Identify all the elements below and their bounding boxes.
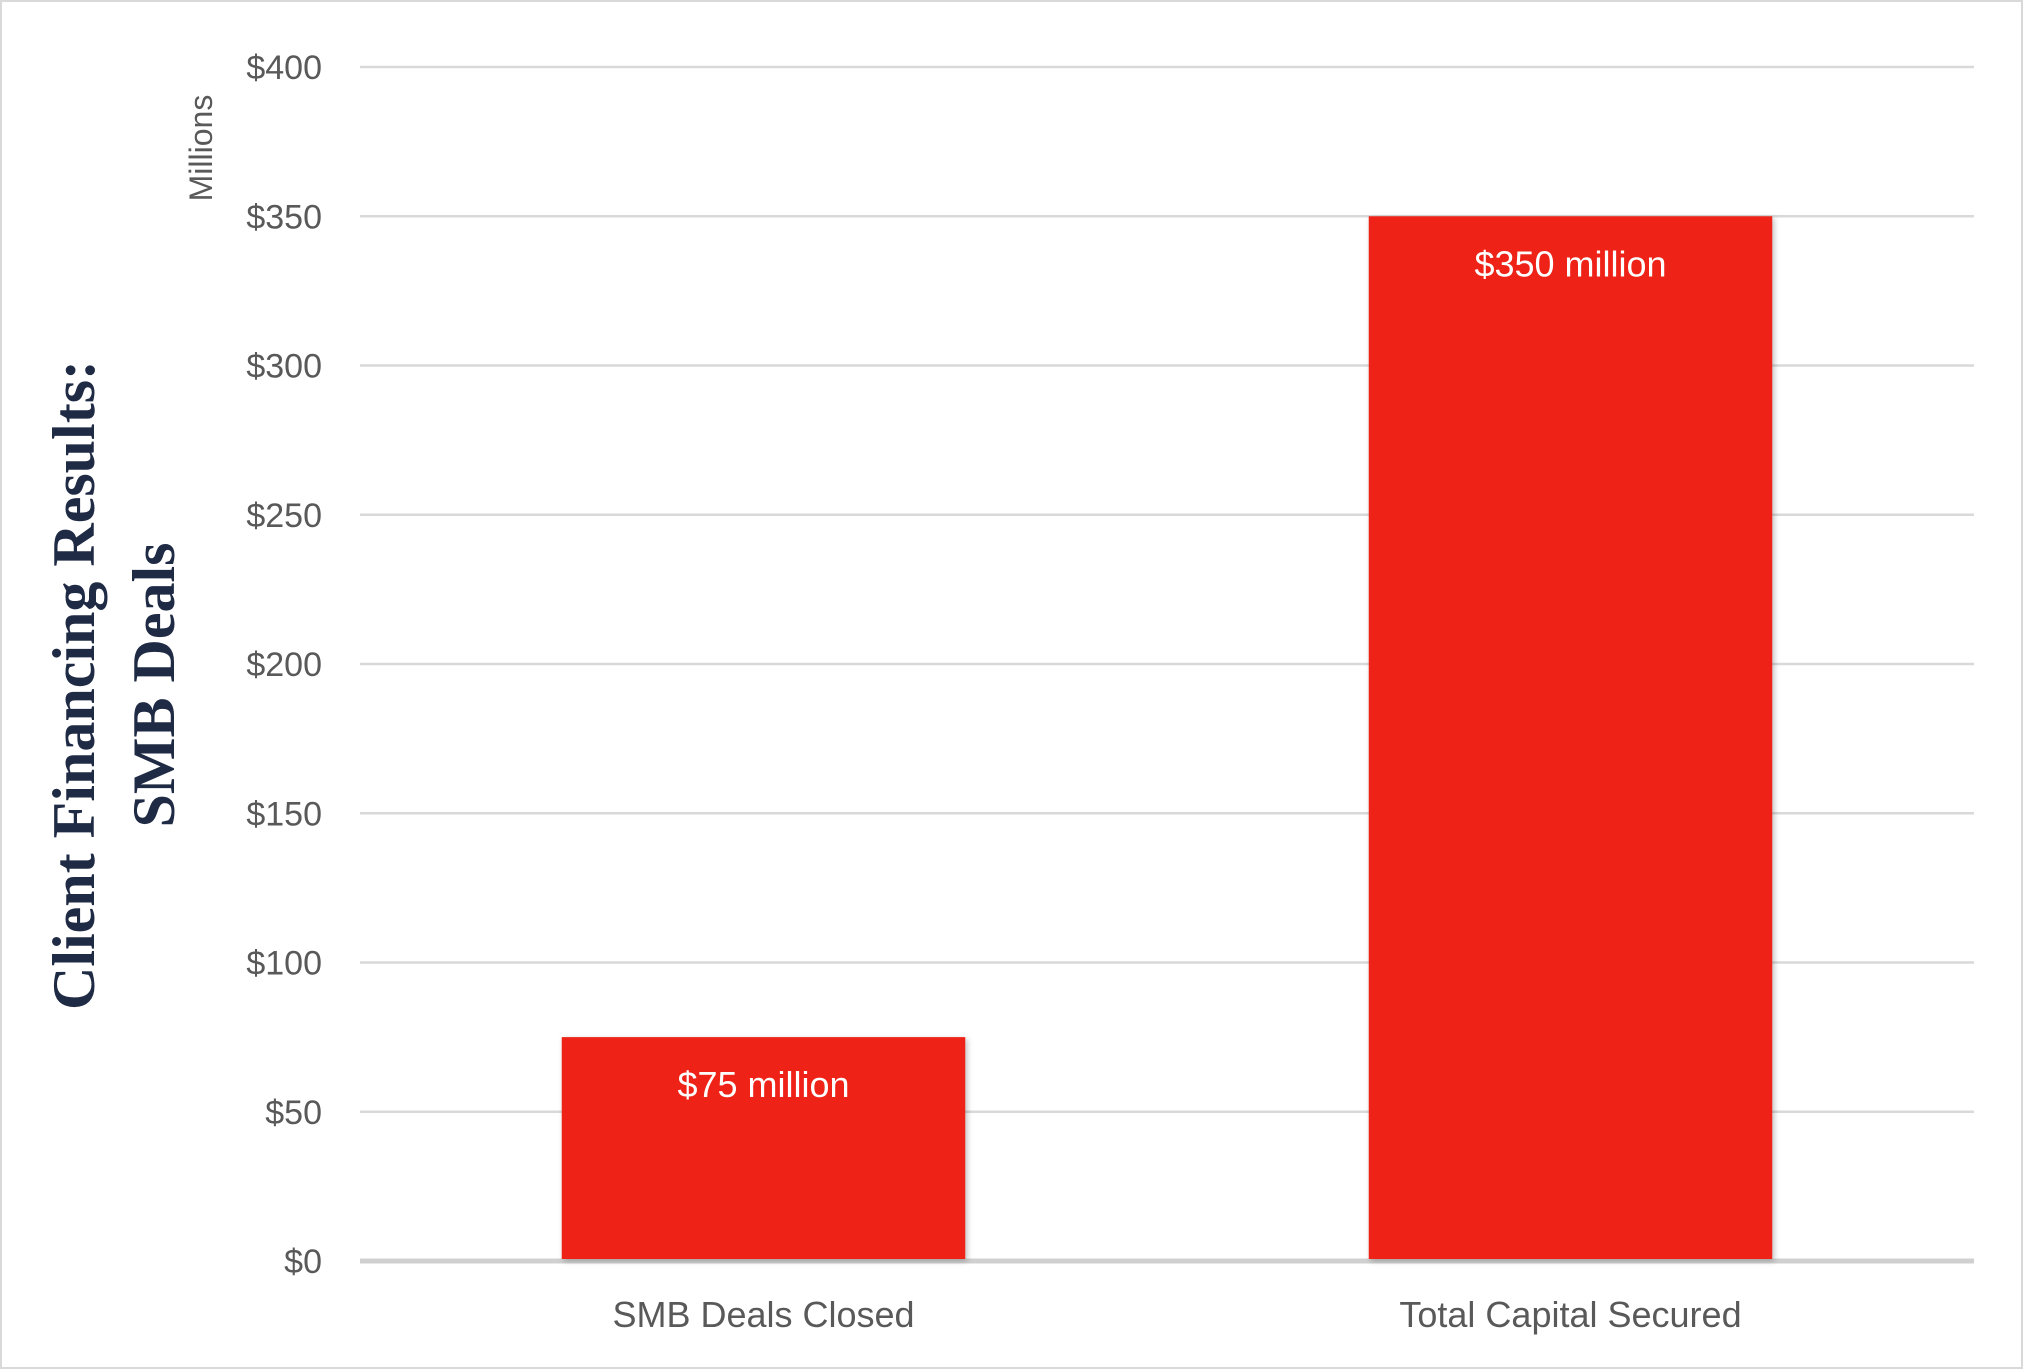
chart-title-line-2: SMB Deals <box>121 543 187 828</box>
chart-title-line-1: Client Financing Results: <box>41 360 107 1010</box>
y-axis-ticks: $0 $50 $100 $150 $200 $250 $300 $350 $400 <box>246 49 322 1281</box>
chart-title: Client Financing Results: SMB Deals <box>41 360 187 1010</box>
x-axis-categories: SMB Deals Closed Total Capital Secured <box>612 1294 1741 1335</box>
data-labels: $75 million $350 million <box>677 243 1666 1105</box>
x-category-label: SMB Deals Closed <box>612 1294 914 1335</box>
y-tick-label: $250 <box>246 497 322 535</box>
y-tick-label: $350 <box>246 198 322 236</box>
bars <box>561 216 1773 1259</box>
y-tick-label: $300 <box>246 348 322 386</box>
y-tick-label: $100 <box>246 945 322 983</box>
display-unit-label: Millions <box>183 95 219 202</box>
y-tick-label: $50 <box>265 1094 322 1132</box>
y-tick-label: $200 <box>246 646 322 684</box>
y-tick-label: $150 <box>246 795 322 833</box>
y-tick-label: $0 <box>284 1243 322 1281</box>
data-label: $350 million <box>1474 243 1666 284</box>
bar-2 <box>1368 216 1773 1259</box>
y-tick-label: $400 <box>246 49 322 87</box>
x-category-label: Total Capital Secured <box>1399 1294 1741 1335</box>
data-label: $75 million <box>677 1064 849 1105</box>
bar-1 <box>561 1037 966 1259</box>
